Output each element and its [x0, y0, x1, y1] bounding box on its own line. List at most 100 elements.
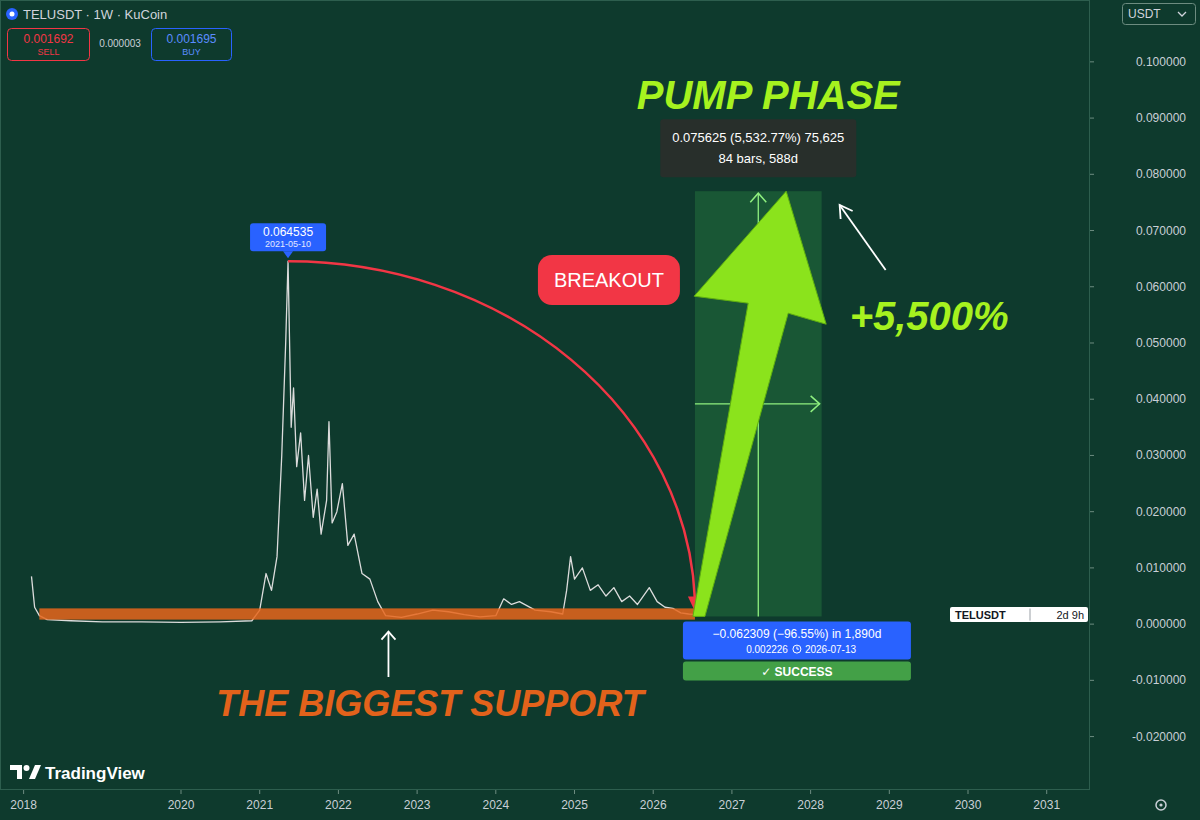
y-tick — [1090, 680, 1094, 681]
y-tick-label: 0.080000 — [1136, 167, 1186, 181]
breakout-arc — [288, 261, 695, 599]
logo-slash — [29, 765, 41, 779]
pump-gain: +5,500% — [850, 294, 1009, 338]
x-tick-label: 2027 — [719, 798, 746, 812]
x-tick — [574, 790, 575, 794]
y-tick-label: 0.050000 — [1136, 336, 1186, 350]
pump-arrow — [693, 191, 826, 616]
pump-bars: 84 bars, 588d — [719, 151, 799, 166]
support-label: THE BIGGEST SUPPORT — [216, 683, 646, 724]
price-tag — [950, 607, 1088, 622]
x-tick — [259, 790, 260, 794]
success-pill — [683, 662, 911, 681]
symbol-icon-dot — [10, 12, 15, 17]
support-arrowhead — [381, 632, 395, 640]
drop-change: −0.062309 (−96.55%) in 1,890d — [713, 627, 882, 641]
x-tick-label: 2018 — [10, 798, 37, 812]
x-tick — [338, 790, 339, 794]
x-tick-label: 2022 — [325, 798, 352, 812]
pump-measure: 0.075625 (5,532.77%) 75,625 — [672, 130, 844, 145]
y-tick-label: 0.090000 — [1136, 111, 1186, 125]
price-tag-name: TELUSDT — [955, 609, 1006, 621]
x-tick — [731, 790, 732, 794]
y-tick — [1090, 286, 1094, 287]
peak-label-box — [250, 223, 326, 251]
sell-label: SELL — [37, 47, 59, 57]
x-tick — [495, 790, 496, 794]
currency-box — [1123, 4, 1196, 25]
x-tick-label: 2026 — [640, 798, 667, 812]
y-tick-label: -0.010000 — [1132, 673, 1186, 687]
buy-box — [152, 29, 232, 61]
logo-dot — [24, 765, 30, 771]
y-tick — [1090, 455, 1094, 456]
clock-icon — [793, 645, 801, 653]
success-label: ✓ SUCCESS — [761, 665, 832, 679]
x-tick — [417, 790, 418, 794]
x-tick-label: 2021 — [246, 798, 273, 812]
y-tick-label: 0.010000 — [1136, 561, 1186, 575]
symbol-title: TELUSDT · 1W · KuCoin — [23, 7, 167, 22]
plot-frame — [1, 1, 1090, 790]
y-tick — [1090, 230, 1094, 231]
logo-mark — [10, 765, 22, 779]
x-tick-label: 2031 — [1033, 798, 1060, 812]
support-arrow — [388, 632, 390, 677]
price-tag-divider — [1030, 609, 1031, 621]
y-tick-label: 0.060000 — [1136, 280, 1186, 294]
pointer-arrow — [840, 205, 886, 270]
price-line — [31, 261, 694, 622]
drop-date: 2026-07-13 — [805, 644, 857, 655]
chart-root: -0.020000-0.0100000.0000000.0100000.0200… — [0, 0, 1200, 820]
symbol-icon — [6, 8, 18, 20]
y-tick — [1090, 624, 1094, 625]
pump-title: PUMP PHASE — [637, 73, 901, 117]
settings-icon — [1156, 800, 1166, 810]
price-tag-countdown: 2d 9h — [1056, 609, 1084, 621]
y-tick — [1090, 511, 1094, 512]
x-tick — [653, 790, 654, 794]
range-right-arrow — [811, 396, 820, 412]
buy-label: BUY — [182, 47, 201, 57]
plot-area — [31, 191, 826, 622]
x-tick — [1046, 790, 1047, 794]
drop-measure-box — [683, 622, 911, 660]
x-tick-label: 2024 — [482, 798, 509, 812]
x-tick — [889, 790, 890, 794]
support-zone — [39, 608, 695, 619]
settings-icon-center — [1159, 803, 1162, 806]
breakout-label: BREAKOUT — [554, 269, 664, 291]
x-tick-label: 2025 — [561, 798, 588, 812]
sell-price: 0.001692 — [23, 32, 73, 46]
x-tick-label: 2028 — [797, 798, 824, 812]
y-tick — [1090, 736, 1094, 737]
peak-date: 2021-05-10 — [265, 239, 311, 249]
y-tick — [1090, 399, 1094, 400]
x-tick — [968, 790, 969, 794]
peak-pointer — [283, 251, 293, 258]
y-tick-label: 0.000000 — [1136, 617, 1186, 631]
currency-caret — [1178, 12, 1186, 16]
y-tick-label: 0.100000 — [1136, 55, 1186, 69]
x-tick-label: 2029 — [876, 798, 903, 812]
x-tick — [181, 790, 182, 794]
y-tick — [1090, 567, 1094, 568]
sell-box — [8, 29, 90, 61]
y-tick — [1090, 342, 1094, 343]
y-tick — [1090, 118, 1094, 119]
background — [0, 0, 1200, 820]
breakout-pill — [538, 255, 680, 305]
x-tick — [810, 790, 811, 794]
y-tick-label: -0.020000 — [1132, 730, 1186, 744]
currency-label: USDT — [1128, 7, 1161, 21]
peak-value: 0.064535 — [263, 225, 313, 239]
pump-measure-box — [660, 119, 856, 177]
y-tick — [1090, 61, 1094, 62]
clock-hands — [797, 647, 799, 650]
buy-price: 0.001695 — [166, 32, 216, 46]
logo-text: TradingView — [45, 764, 146, 783]
x-tick-label: 2030 — [955, 798, 982, 812]
y-tick-label: 0.030000 — [1136, 448, 1186, 462]
y-tick — [1090, 174, 1094, 175]
y-tick-label: 0.040000 — [1136, 392, 1186, 406]
